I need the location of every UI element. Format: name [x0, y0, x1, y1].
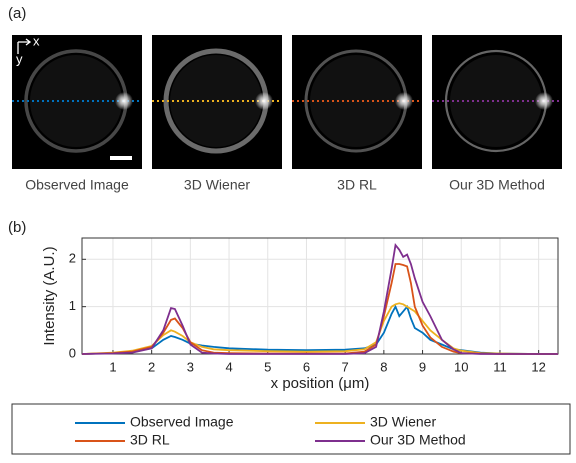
y-tick-label: 2	[69, 251, 76, 266]
x-tick-label: 9	[419, 359, 426, 374]
x-tick-label: 6	[303, 359, 310, 374]
legend-label: Observed Image	[130, 414, 234, 430]
arrow-label: x	[33, 33, 40, 48]
legend-label: Our 3D Method	[370, 432, 466, 448]
panel-label: (a)	[8, 5, 26, 22]
axis-arrows	[17, 38, 32, 54]
cell-inner	[450, 55, 542, 147]
bright-spot	[115, 92, 133, 110]
x-tick-label: 4	[225, 359, 232, 374]
x-tick-label: 11	[493, 359, 507, 374]
bright-spot	[535, 92, 553, 110]
arrow-label: y	[16, 51, 23, 66]
image-row: Observed Image 3D Wiener 3D RL Our 3D Metho…	[12, 33, 562, 193]
bright-spot	[255, 92, 273, 110]
x-tick-label: 12	[531, 359, 545, 374]
panel-label: (b)	[8, 219, 26, 236]
cell-inner	[310, 55, 402, 147]
x-tick-label: 7	[342, 359, 349, 374]
y-axis-label: Intensity (A.U.)	[41, 246, 58, 345]
bright-spot	[395, 92, 413, 110]
x-axis-label: x position (μm)	[271, 375, 370, 392]
scale-bar	[110, 156, 132, 160]
x-tick-label: 3	[187, 359, 194, 374]
x-tick-label: 2	[148, 359, 155, 374]
y-tick-label: 0	[69, 345, 76, 360]
plot-area	[82, 238, 558, 354]
cell-inner	[30, 55, 122, 147]
cell-inner	[170, 55, 262, 147]
series-line	[81, 242, 558, 355]
legend-box	[11, 403, 571, 455]
x-tick-label: 8	[380, 359, 387, 374]
y-tick-label: 1	[69, 298, 76, 313]
image-caption: 3D Wiener	[184, 177, 250, 193]
image-caption: Observed Image	[25, 177, 129, 193]
series-line	[81, 304, 558, 355]
x-tick-label: 1	[109, 359, 116, 374]
x-tick-label: 5	[264, 359, 271, 374]
image-caption: Our 3D Method	[449, 177, 545, 193]
x-tick-label: 10	[454, 359, 468, 374]
legend-label: 3D RL	[130, 432, 170, 448]
image-caption: 3D RL	[337, 177, 377, 193]
legend-label: 3D Wiener	[370, 414, 436, 430]
